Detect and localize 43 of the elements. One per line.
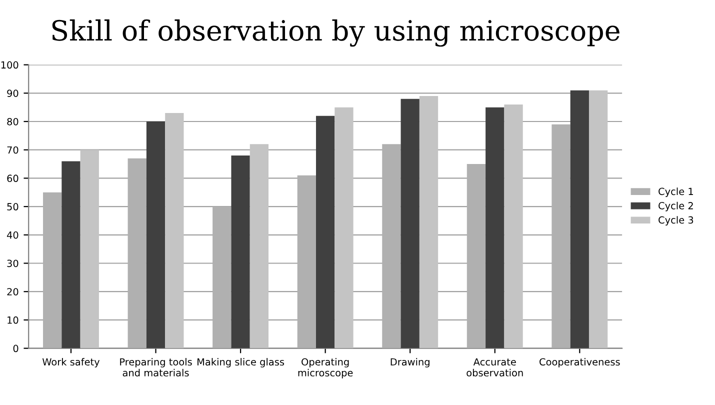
bar	[146, 122, 166, 348]
y-tick-label: 10	[8, 316, 18, 324]
y-tick-label: 50	[7, 203, 18, 210]
legend-label: Cycle 3	[658, 216, 694, 226]
bar	[212, 206, 232, 348]
bar	[43, 192, 62, 348]
y-tick-label: 100	[1, 61, 18, 69]
x-tick-label: Making slice glass	[198, 358, 284, 368]
legend-label: Cycle 1	[658, 188, 693, 197]
bar	[419, 96, 438, 348]
bar	[588, 90, 608, 348]
x-tick-label: Work safety	[42, 358, 100, 368]
bar	[165, 112, 184, 348]
bar	[80, 150, 99, 348]
bar	[504, 104, 523, 348]
bar	[466, 164, 486, 348]
bar	[297, 175, 316, 348]
y-tick-label: 0	[13, 344, 18, 352]
y-tick-label: 90	[7, 90, 18, 97]
x-tick-label: Operating microscope	[298, 358, 353, 378]
bar	[382, 144, 401, 348]
y-tick-label: 80	[7, 118, 18, 126]
y-tick-label: 20	[7, 288, 18, 296]
bar	[570, 90, 589, 348]
x-tick-label: Drawing	[390, 358, 430, 368]
y-tick-label: 60	[7, 174, 18, 182]
bar	[62, 161, 80, 348]
bar	[486, 107, 504, 348]
x-tick-label: Cooperativeness	[540, 358, 620, 368]
x-tick-label: Preparing tools and materials	[120, 358, 192, 376]
y-tick-label: 70	[7, 146, 18, 154]
bar	[400, 98, 420, 348]
bar	[231, 156, 250, 348]
y-tick-label: 40	[6, 231, 18, 239]
chart-title: Skill of observation by using microscope	[52, 19, 620, 47]
bar	[250, 144, 269, 348]
bar	[316, 116, 335, 348]
legend-label: Cycle 2	[658, 202, 693, 212]
bar	[334, 107, 354, 348]
x-tick-label: Accurate observation	[466, 358, 523, 376]
bar	[552, 124, 570, 348]
y-tick-label: 30	[7, 260, 18, 268]
bar	[128, 158, 146, 348]
